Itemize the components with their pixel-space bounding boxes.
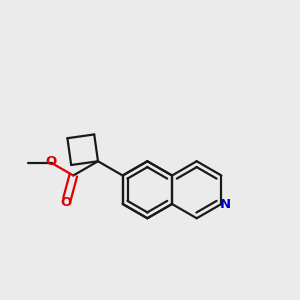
- Text: N: N: [220, 197, 231, 211]
- Text: O: O: [45, 155, 56, 168]
- Text: O: O: [60, 196, 71, 209]
